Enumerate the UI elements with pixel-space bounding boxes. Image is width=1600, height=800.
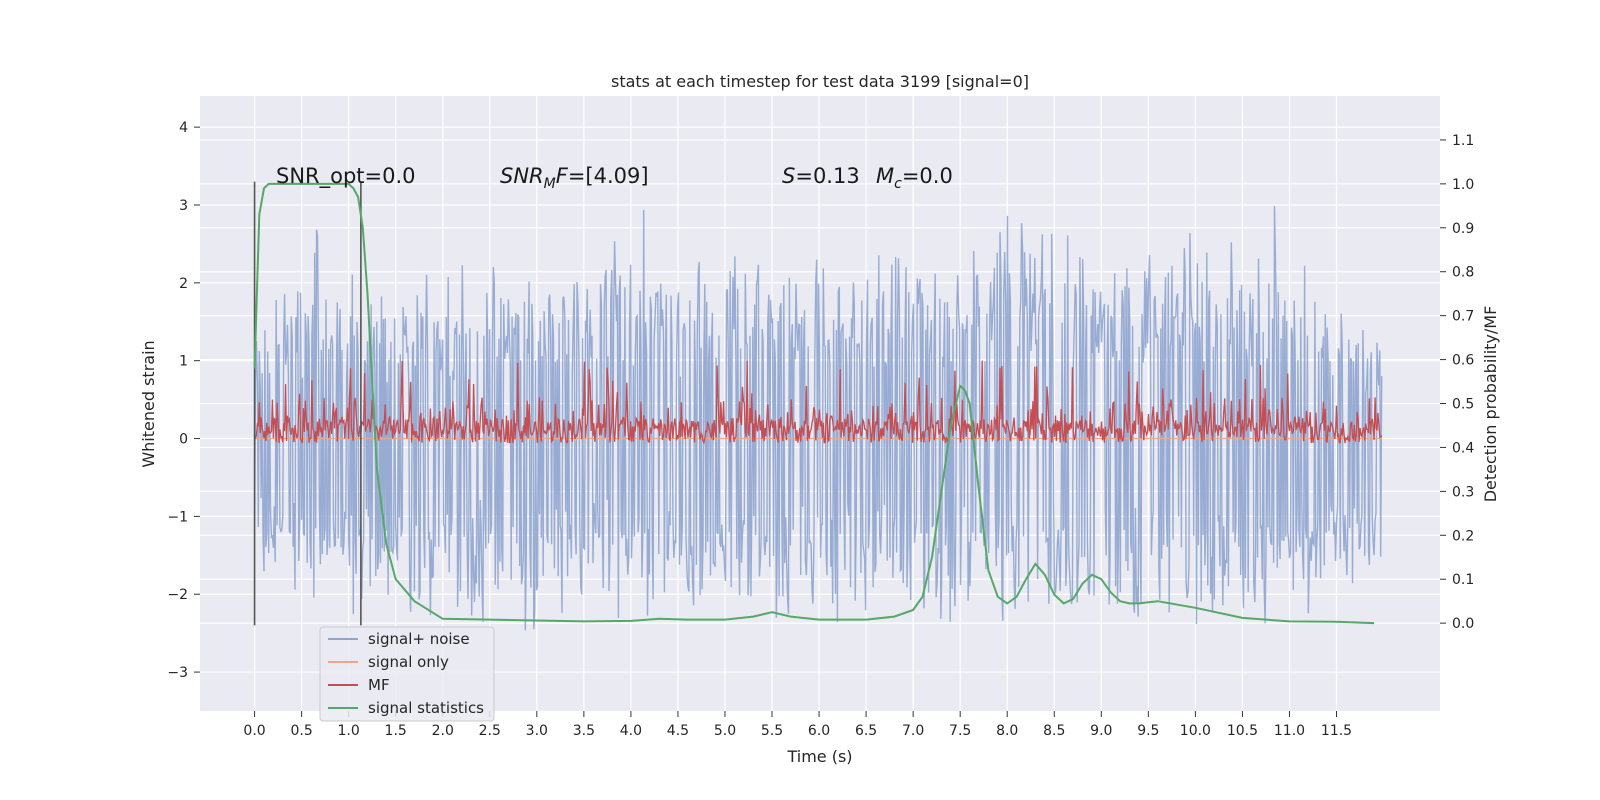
- x-tick-label: 5.0: [714, 723, 736, 739]
- x-tick-label: 5.5: [761, 723, 783, 739]
- y-left-tick-label: 0: [179, 432, 188, 448]
- annotation-snr-opt: SNR_opt=0.0: [276, 164, 416, 189]
- mc-var: M: [876, 164, 894, 188]
- mc-rest: =0.0: [902, 164, 953, 188]
- x-tick-label: 7.0: [902, 723, 924, 739]
- series-signal-statistics: [253, 182, 1375, 625]
- legend-label-signal-noise: signal+ noise: [368, 630, 470, 648]
- y-left-tick-label: −2: [167, 587, 188, 603]
- x-tick-label: 6.5: [855, 723, 877, 739]
- x-tick-label: 8.0: [996, 723, 1018, 739]
- legend-label-mf: MF: [368, 676, 390, 694]
- grid: [200, 96, 1440, 711]
- y-right-tick-label: 0.0: [1452, 616, 1474, 632]
- y-left-tick-label: −3: [167, 665, 188, 681]
- y-right-tick-label: 0.1: [1452, 572, 1474, 588]
- x-tick-label: 4.0: [620, 723, 642, 739]
- snr-mf-sub: M: [544, 176, 556, 192]
- legend-label-signal-only: signal only: [368, 653, 449, 671]
- x-tick-label: 4.5: [667, 723, 689, 739]
- x-tick-label: 1.5: [385, 723, 407, 739]
- series-signal-noise: [253, 205, 1383, 631]
- x-tick-label: 9.0: [1090, 723, 1112, 739]
- y-left-tick-label: 4: [179, 120, 188, 136]
- snr-mf-rest-var: F: [556, 164, 569, 188]
- y-right-tick-label: 0.3: [1452, 484, 1474, 500]
- y-right-tick-label: 1.1: [1452, 133, 1474, 149]
- annotation-mc: Mc=0.0: [876, 164, 953, 192]
- x-tick-label: 7.5: [949, 723, 971, 739]
- y-right-tick-label: 1.0: [1452, 177, 1474, 193]
- y-left-tick-label: 3: [179, 198, 188, 214]
- y-right-tick-label: 0.4: [1452, 440, 1474, 456]
- annotation-snr-mf: SNRMF=[4.09]: [500, 164, 649, 192]
- y-right-tick-label: 0.5: [1452, 397, 1474, 413]
- y-right-tick-label: 0.9: [1452, 221, 1474, 237]
- x-axis-label: Time (s): [786, 747, 852, 766]
- x-tick-label: 0.0: [243, 723, 265, 739]
- x-tick-label: 0.5: [290, 723, 312, 739]
- x-tick-label: 3.0: [526, 723, 548, 739]
- y-left-tick-label: 1: [179, 354, 188, 370]
- y-left-tick-label: −1: [167, 509, 188, 525]
- ticks: 0.0 0.5 1.0 1.5 2.0 2.5 3.0 3.5 4.0 4.5 5.0 5.5 6.0 6…: [167, 120, 1474, 739]
- x-tick-label: 11.0: [1274, 723, 1305, 739]
- data-layer: [253, 181, 1383, 631]
- y-axis-label-right: Detection probability/MF: [1481, 306, 1500, 503]
- x-tick-label: 9.5: [1137, 723, 1159, 739]
- x-tick-label: 3.5: [573, 723, 595, 739]
- legend-box: [319, 626, 495, 722]
- y-left-tick-label: 2: [179, 276, 188, 292]
- mc-sub: c: [894, 176, 902, 192]
- y-right-tick-label: 0.2: [1452, 528, 1474, 544]
- annotations: SNR_opt=0.0 SNRMF=[4.09] S=0.13 Mc=0.0: [276, 164, 953, 192]
- snr-mf-rest: =[4.09]: [568, 164, 649, 188]
- x-tick-label: 6.0: [808, 723, 830, 739]
- series-mf: [253, 360, 1383, 445]
- x-tick-label: 1.0: [338, 723, 360, 739]
- s-rest: =0.13: [795, 164, 859, 188]
- x-tick-label: 8.5: [1043, 723, 1065, 739]
- y-right-tick-label: 0.7: [1452, 309, 1474, 325]
- s-var: S: [782, 164, 795, 188]
- y-axis-label-left: Whitened strain: [139, 340, 158, 467]
- snr-mf-var: SNR: [500, 164, 544, 188]
- x-tick-label: 2.0: [432, 723, 454, 739]
- y-right-tick-label: 0.8: [1452, 265, 1474, 281]
- legend-label-signal-statistics: signal statistics: [368, 699, 484, 717]
- legend: signal+ noise signal only MF signal stat…: [319, 626, 495, 722]
- chart-title: stats at each timestep for test data 319…: [611, 72, 1029, 91]
- x-tick-label: 2.5: [479, 723, 501, 739]
- annotation-s: S=0.13: [782, 164, 860, 188]
- y-right-tick-label: 0.6: [1452, 353, 1474, 369]
- x-tick-label: 10.0: [1180, 723, 1211, 739]
- x-tick-label: 10.5: [1227, 723, 1258, 739]
- x-tick-label: 11.5: [1321, 723, 1352, 739]
